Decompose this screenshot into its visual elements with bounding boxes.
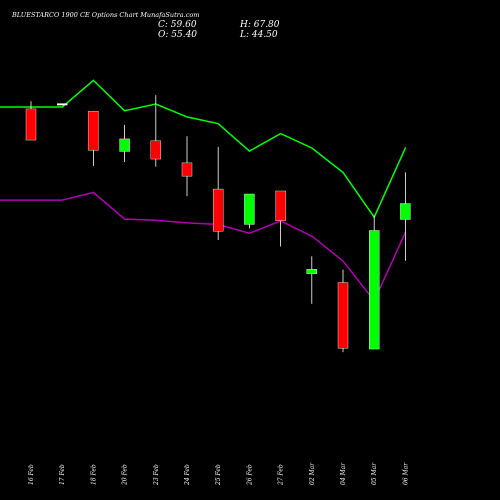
candle xyxy=(212,146,224,240)
candle xyxy=(306,256,317,304)
candle-body xyxy=(150,140,162,160)
x-tick-label: 20 Feb xyxy=(122,464,129,486)
candle xyxy=(337,269,349,353)
x-tick-label: 06 Mar xyxy=(402,462,409,485)
x-tick-label: 02 Mar xyxy=(309,462,316,485)
candle-body xyxy=(25,108,37,141)
candle-body xyxy=(88,110,99,151)
high-value: H: 67.80 xyxy=(239,20,280,30)
x-tick-label: 05 Mar xyxy=(371,462,378,485)
candle-body xyxy=(212,188,224,232)
candle xyxy=(25,101,37,141)
x-tick-label: 18 Feb xyxy=(90,464,97,485)
candle-body xyxy=(181,162,193,177)
candle xyxy=(150,95,162,167)
open-value: O: 55.40 xyxy=(158,30,197,40)
candle xyxy=(88,110,99,166)
close-value: C: 59.60 xyxy=(158,20,197,30)
x-axis-labels: 16 Feb 17 Feb 18 Feb 20 Feb 23 Feb 24 Feb 25 F… xyxy=(28,462,409,486)
x-tick-label: 16 Feb xyxy=(28,464,35,485)
candle-body xyxy=(275,190,286,221)
candle xyxy=(119,124,130,163)
x-tick-label: 27 Feb xyxy=(278,464,285,486)
x-tick-label: 25 Feb xyxy=(215,464,222,486)
x-tick-label: 24 Feb xyxy=(184,464,191,486)
low-value: L: 44.50 xyxy=(239,30,278,40)
candle xyxy=(400,172,411,261)
candle-body xyxy=(244,193,255,225)
candle-body xyxy=(337,282,349,349)
candle xyxy=(275,190,286,247)
candle-body xyxy=(57,103,68,106)
candle xyxy=(57,103,68,106)
chart-title: BLUESTARCO 1900 CE Options Chart MunafaS… xyxy=(11,11,199,19)
x-tick-label: 26 Feb xyxy=(246,464,253,486)
candle xyxy=(244,193,255,229)
x-tick-label: 17 Feb xyxy=(59,464,66,485)
candle-body xyxy=(369,230,380,350)
upper-band-line xyxy=(0,79,407,219)
candle-body xyxy=(119,138,130,152)
candle-body xyxy=(400,203,411,220)
candle xyxy=(181,136,193,197)
candle xyxy=(369,215,380,350)
x-tick-label: 04 Mar xyxy=(340,462,347,485)
candles-layer xyxy=(25,95,411,353)
candle-body xyxy=(306,269,317,275)
x-tick-label: 23 Feb xyxy=(153,464,160,486)
